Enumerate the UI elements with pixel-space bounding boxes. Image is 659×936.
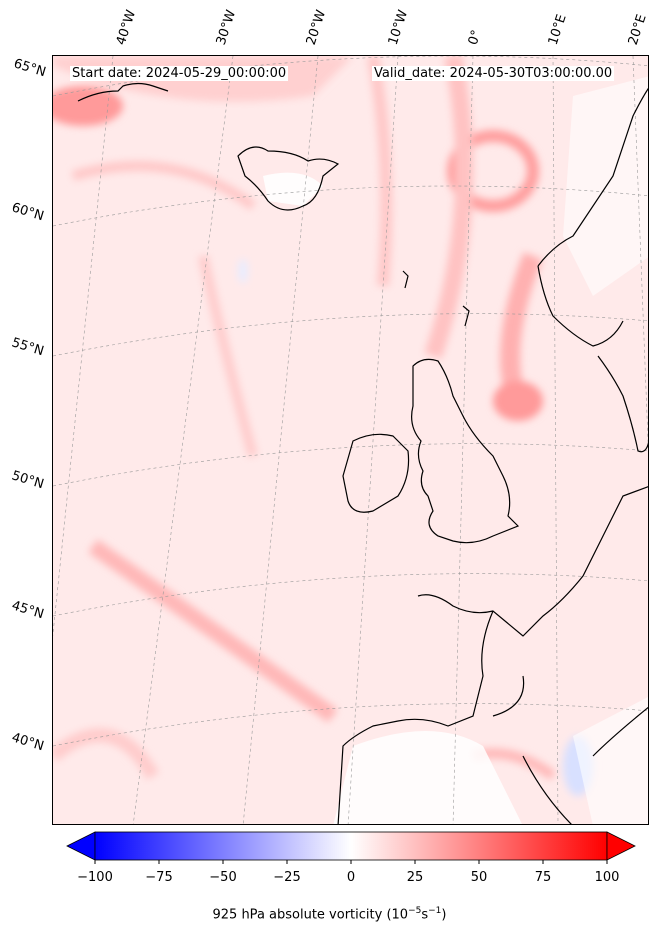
colorbar-max-extend [606,831,636,861]
colorbar-label: 925 hPa absolute vorticity (10−5s−1) [212,906,447,923]
colorbar-tick-label: 100 [594,870,620,885]
coastlines [77,82,648,824]
colorbar-tick-label: −100 [77,870,113,885]
colorbar-tick-label: 50 [470,870,488,885]
colorbar-tick-label: 25 [406,870,424,885]
colorbar-tick-label: −50 [209,870,237,885]
colorbar-min-extend [66,831,96,861]
colorbar-tick-label: −75 [145,870,173,885]
colorbar-tick-label: 75 [534,870,552,885]
colorbar-gradient [94,831,608,861]
graticule [53,56,648,824]
valid-date-text: Valid_date: 2024-05-30T03:00:00.00 [372,66,615,81]
colorbar-tick-label: 0 [346,870,356,885]
colorbar-tick-marks [94,860,608,864]
colorbar-tick-label: −25 [273,870,301,885]
start-date-text: Start date: 2024-05-29_00:00:00 [70,66,289,81]
colorbar [66,831,636,864]
